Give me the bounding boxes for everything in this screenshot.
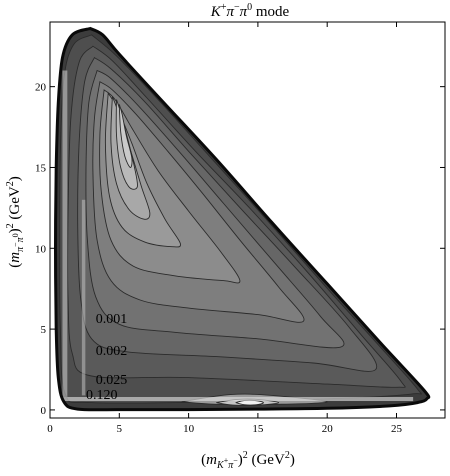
- y-axis: 0 5 10 15 20: [35, 82, 445, 417]
- x-tick-label-3: 15: [252, 423, 264, 435]
- dalitz-boundary-line: [53, 26, 431, 412]
- contour-band-10: [118, 104, 133, 168]
- x-tick-label-0: 0: [47, 423, 53, 435]
- y-tick-label-0: 0: [41, 405, 47, 417]
- horizontal-band-2: [61, 396, 414, 402]
- y-tick-label-1: 5: [41, 324, 47, 336]
- vertical-band-1: [81, 199, 86, 396]
- plot-frame: [49, 21, 446, 419]
- y-axis-label: (mπ−π0)2 (GeV2): [5, 176, 26, 267]
- y-tick-label-4: 20: [35, 82, 47, 94]
- contour-label-3: 0.120: [86, 388, 118, 403]
- chart-title: K+π−π0 mode: [210, 2, 290, 20]
- dalitz-boundary: [53, 26, 431, 412]
- contour-bands: [59, 34, 422, 406]
- contour-label-0: 0.001: [96, 312, 128, 327]
- vertical-band-0: [62, 70, 68, 397]
- y-tick-label-2: 10: [35, 243, 47, 255]
- x-axis-label: (mK+π−)2 (GeV2): [201, 450, 295, 471]
- x-axis: 0 5 10 15 20 25: [47, 22, 402, 435]
- x-tick-label-1: 5: [117, 423, 123, 435]
- x-tick-label-5: 25: [391, 423, 403, 435]
- contour-label-2: 0.025: [96, 373, 128, 388]
- x-tick-label-4: 20: [322, 423, 334, 435]
- y-tick-label-3: 15: [35, 162, 47, 174]
- hatched-bands: [61, 70, 414, 402]
- x-tick-label-2: 10: [183, 423, 195, 435]
- contour-label-1: 0.002: [96, 344, 128, 359]
